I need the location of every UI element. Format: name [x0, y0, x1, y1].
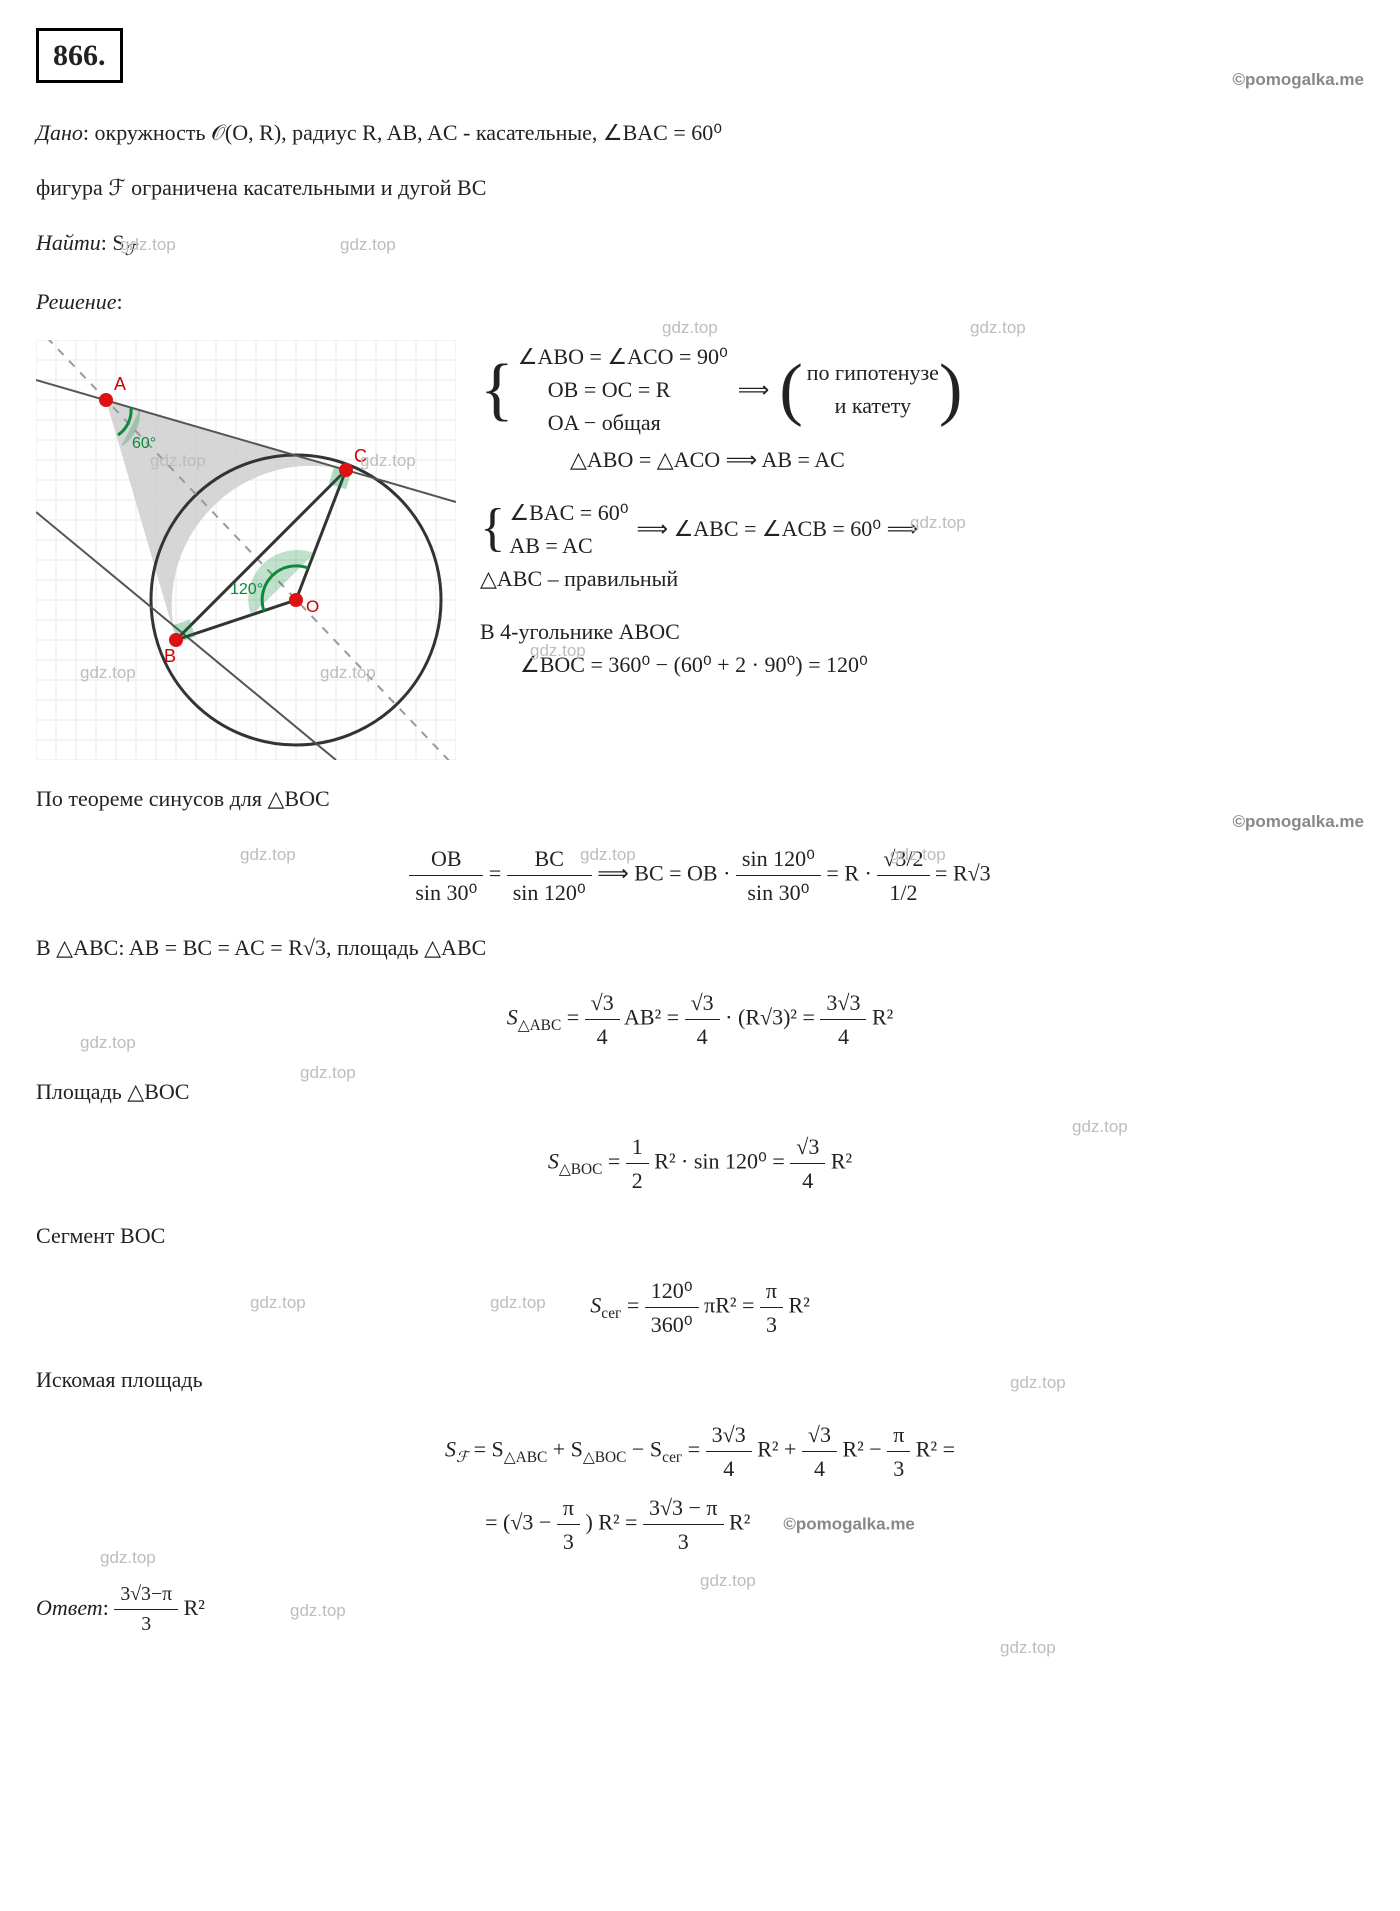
find-line: Найти: Sℱ — [36, 226, 1364, 263]
watermark: gdz.top — [320, 660, 376, 686]
sabc-equation: S△ABC = √34 AB² = √34 · (R√3)² = 3√34 R² — [36, 986, 1364, 1053]
watermark: gdz.top — [490, 1290, 546, 1316]
given-label: Дано — [36, 120, 83, 145]
answer-post: R² — [184, 1595, 205, 1620]
system-2: { ∠BAC = 60⁰ AB = AC ⟹ ∠ABC = ∠ACB = 60⁰… — [480, 496, 918, 562]
sboc-equation: S△BOC = 12 R² · sin 120⁰ = √34 R² — [36, 1130, 1364, 1197]
diagram-label-120: 120° — [230, 581, 263, 598]
solution-label-line: Решение: — [36, 285, 1364, 318]
abc-line: В △ABC: AB = BC = AC = R√3, площадь △ABC — [36, 931, 1364, 964]
watermark: gdz.top — [80, 660, 136, 686]
watermark: gdz.top — [240, 842, 296, 868]
sys1-line3: OA − общая — [518, 406, 728, 439]
watermark: gdz.top — [530, 638, 586, 664]
watermark: gdz.top — [1072, 1114, 1128, 1140]
diagram-label-O: O — [306, 597, 319, 616]
sys2-line1: ∠BAC = 60⁰ — [509, 496, 628, 529]
final-label: Искомая площадь — [36, 1363, 1364, 1396]
watermark: gdz.top — [580, 842, 636, 868]
watermark: gdz.top — [910, 510, 966, 536]
watermark: gdz.top — [890, 842, 946, 868]
copyright-top: ©pomogalka.me — [1232, 70, 1364, 89]
quad-line2: ∠BOC = 360⁰ − (60⁰ + 2 · 90⁰) = 120⁰ — [480, 648, 1364, 681]
watermark: gdz.top — [300, 1060, 356, 1086]
system-1: { ∠ABO = ∠ACO = 90⁰ OB = OC = R OA − общ… — [480, 340, 966, 439]
given-line-1: Дано: окружность 𝒪(O, R), радиус R, AB, … — [36, 116, 1364, 149]
sys1-line2: OB = OC = R — [518, 373, 728, 406]
given-line-2: фигура ℱ ограничена касательными и дугой… — [36, 171, 1364, 204]
geometry-diagram: A C B O 60° 120° — [36, 340, 456, 760]
copyright-bottom: ©pomogalka.me — [783, 1514, 915, 1533]
watermark: gdz.top — [360, 448, 416, 474]
sys2-implies: ⟹ ∠ABC = ∠ACB = 60⁰ ⟹ — [637, 512, 919, 545]
answer-label: Ответ — [36, 1595, 103, 1620]
watermark: gdz.top — [1000, 1635, 1056, 1661]
sys1-reason1: по гипотенузе — [807, 356, 939, 389]
watermark: gdz.top — [100, 1545, 156, 1571]
final-equation-1: Sℱ = S△ABC + S△BOC − Sсег = 3√34 R² + √3… — [36, 1418, 1364, 1485]
sboc-label: Площадь △BOC — [36, 1075, 1364, 1108]
seg-equation: Sсег = 120⁰360⁰ πR² = π3 R² — [36, 1274, 1364, 1341]
sys1-implies: ⟹ — [738, 373, 770, 406]
sys2-conclusion: △ABC – правильный — [480, 562, 1364, 595]
watermark: gdz.top — [970, 315, 1026, 341]
watermark: gdz.top — [340, 232, 396, 258]
answer-colon: : — [103, 1595, 115, 1620]
given-text-1: : окружность 𝒪(O, R), радиус R, AB, AC -… — [83, 120, 722, 145]
sys1-line1: ∠ABO = ∠ACO = 90⁰ — [518, 340, 728, 373]
watermark: gdz.top — [1010, 1370, 1066, 1396]
sys1-reason2: и катету — [807, 389, 939, 422]
diagram-label-A: A — [114, 374, 126, 394]
watermark: gdz.top — [150, 448, 206, 474]
watermark: gdz.top — [700, 1568, 756, 1594]
sines-equation: OBsin 30⁰ = BCsin 120⁰ ⟹ BC = OB · sin 1… — [36, 842, 1364, 909]
solution-label: Решение — [36, 289, 116, 314]
watermark: gdz.top — [80, 1030, 136, 1056]
watermark: gdz.top — [250, 1290, 306, 1316]
quad-line1: В 4-угольнике ABOC — [480, 615, 1364, 648]
final-equation-2: = (√3 − π3 ) R² = 3√3 − π3 R² ©pomogalka… — [36, 1491, 1364, 1558]
problem-number: 866. — [36, 28, 123, 83]
watermark: gdz.top — [120, 232, 176, 258]
find-label: Найти — [36, 230, 101, 255]
watermark: gdz.top — [662, 315, 718, 341]
watermark: gdz.top — [290, 1598, 346, 1624]
diagram-label-B: B — [164, 646, 176, 666]
solution-colon: : — [116, 289, 122, 314]
sys1-conclusion: △ABO = △ACO ⟹ AB = AC — [480, 443, 1364, 476]
copyright-mid: ©pomogalka.me — [1232, 812, 1364, 831]
sys2-line2: AB = AC — [509, 529, 628, 562]
seg-label: Сегмент BOC — [36, 1219, 1364, 1252]
